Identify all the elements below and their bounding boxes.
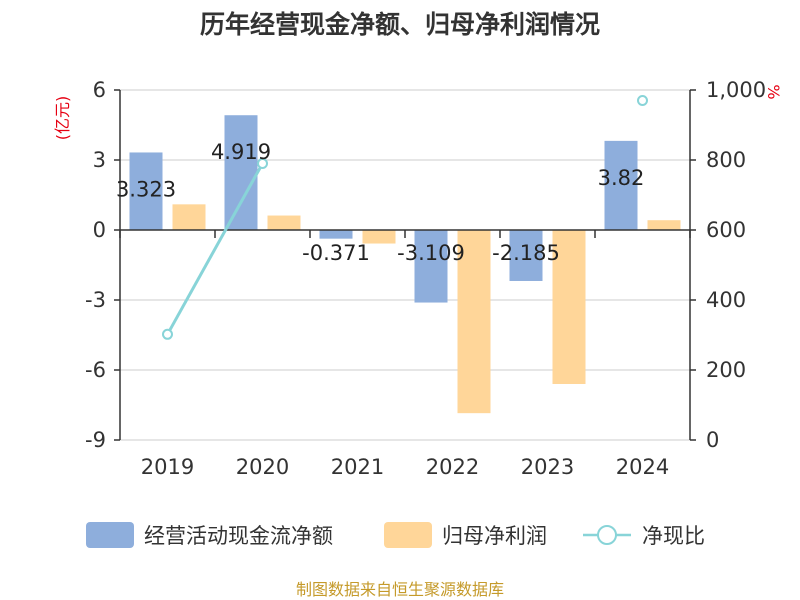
source-note: 制图数据来自恒生聚源数据库	[296, 580, 504, 599]
chart-title: 历年经营现金净额、归母净利润情况	[200, 10, 600, 39]
legend-swatch-net-profit	[384, 522, 432, 548]
legend-label-net-profit: 归母净利润	[442, 524, 547, 548]
right-tick-label: 0	[706, 428, 719, 452]
category-label: 2022	[426, 455, 479, 479]
ratio-point	[257, 158, 268, 169]
data-labels: 3.323 4.919 -0.371 -3.109 -2.185 3.82	[116, 140, 644, 265]
left-tick-label: 0	[93, 218, 106, 242]
ratio-point	[162, 328, 173, 340]
left-tick-label: -3	[85, 288, 106, 312]
op-cash-data-label: -0.371	[302, 241, 370, 265]
right-tick-label: 400	[706, 288, 746, 312]
net-profit-bar	[647, 220, 681, 230]
op-cash-bar	[319, 230, 353, 239]
op-cash-bar	[224, 115, 258, 230]
op-cash-data-label: -3.109	[397, 241, 465, 265]
category-label: 2020	[236, 455, 289, 479]
op-cash-bar	[509, 230, 543, 281]
legend-swatch-ratio-marker	[597, 525, 617, 545]
net-profit-bar	[172, 204, 206, 230]
right-tick-label: 1,000	[706, 78, 766, 102]
left-tick-label: 3	[93, 148, 106, 172]
ratio-line	[162, 95, 648, 340]
op-cash-data-label: 3.323	[116, 177, 176, 201]
net-profit-bar	[362, 230, 396, 244]
legend-swatch-op-cash	[86, 522, 134, 548]
bars	[129, 115, 681, 414]
left-tick-label: -6	[85, 358, 106, 382]
category-label: 2024	[616, 455, 669, 479]
legend-label-ratio: 净现比	[642, 524, 705, 548]
op-cash-bar	[414, 230, 448, 303]
right-tick-label: 600	[706, 218, 746, 242]
legend: 经营活动现金流净额 归母净利润 净现比	[86, 522, 705, 548]
left-tick-label: -9	[85, 428, 106, 452]
category-label: 2019	[141, 455, 194, 479]
left-axis-unit: (亿元)	[53, 96, 72, 141]
op-cash-bar	[604, 140, 638, 230]
op-cash-data-label: 3.82	[598, 166, 645, 190]
net-profit-bar	[267, 215, 301, 230]
right-tick-label: 800	[706, 148, 746, 172]
axes: 6 3 0 -3 -6 -9 1,000 800 600 400 200 0 2019 2020 2021 2…	[85, 78, 766, 479]
op-cash-bar	[129, 152, 163, 230]
legend-label-op-cash: 经营活动现金流净额	[144, 524, 333, 548]
right-axis-unit: %	[764, 84, 783, 99]
net-profit-bar	[457, 230, 491, 414]
ratio-point	[637, 95, 648, 106]
left-tick-label: 6	[93, 78, 106, 102]
category-label: 2021	[331, 455, 384, 479]
op-cash-data-label: -2.185	[492, 241, 560, 265]
right-tick-label: 200	[706, 358, 746, 382]
ratio-line-segment	[166, 162, 264, 336]
net-profit-bar	[552, 230, 586, 384]
category-label: 2023	[521, 455, 574, 479]
op-cash-data-label: 4.919	[211, 140, 271, 164]
